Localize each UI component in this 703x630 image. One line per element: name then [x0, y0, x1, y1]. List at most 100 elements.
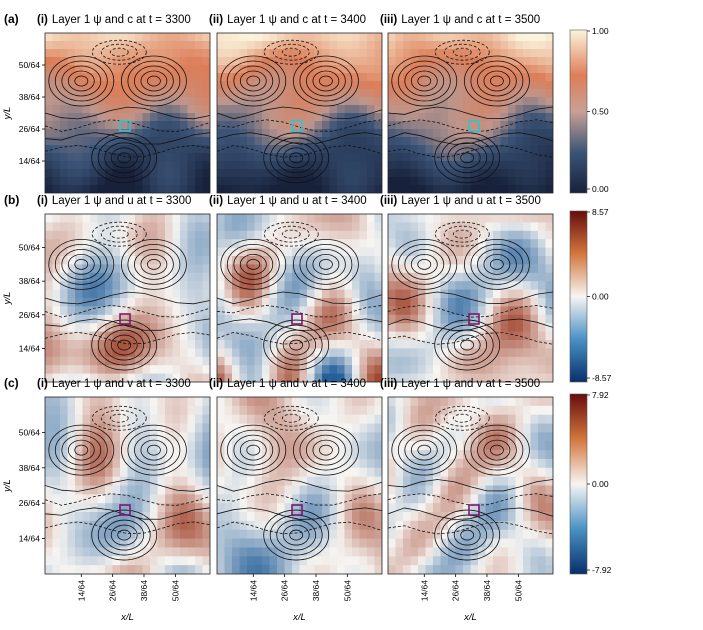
y-axis-label: y/L: [2, 107, 13, 121]
panel-title: (iii) Layer 1 ψ and c at t = 3500: [380, 14, 540, 26]
x-axis-label: x/L: [292, 612, 306, 623]
y-tick-label: 50/64: [19, 60, 41, 70]
y-tick-label: 50/64: [19, 243, 41, 253]
y-axis-label: y/L: [2, 479, 13, 493]
colorbar-tick-label: 1.00: [592, 26, 609, 36]
panel-3-2: (ii) Layer 1 ψ and v at t = 3400 14/64 26/6…: [209, 378, 383, 623]
field-heatmap: [217, 33, 382, 193]
panel-title-text: Layer 1 ψ and v at t = 3400: [227, 378, 366, 390]
y-tick-label: 14/64: [19, 343, 41, 353]
probe-marker: [468, 120, 480, 132]
y-tick-label: 38/64: [19, 276, 41, 286]
panel-frame: [387, 213, 554, 383]
colorbar-c: 1.00 0.50 0.00: [569, 26, 609, 194]
panel-1-2: (ii) Layer 1 ψ and c at t = 3400: [209, 14, 383, 194]
panel-frame: [44, 396, 211, 575]
x-tick-label: 38/64: [482, 580, 492, 602]
probe-marker: [119, 504, 131, 516]
panel-title-text: Layer 1 ψ and c at t = 3300: [52, 14, 191, 26]
colorbar-tick-label: -8.57: [592, 373, 612, 383]
row-label: (c): [4, 376, 19, 390]
probe-marker: [468, 504, 480, 516]
psi-contours: [45, 221, 210, 371]
y-tick-label: 14/64: [19, 156, 41, 166]
colorbar-tick-label: 0.00: [592, 479, 609, 489]
field-heatmap: [45, 214, 210, 382]
y-tick-label: 38/64: [19, 92, 41, 102]
panel-title-text: Layer 1 ψ and c at t = 3400: [227, 14, 366, 26]
panel-roman: (i): [37, 378, 48, 390]
colorbar-tick-label: 8.57: [592, 207, 609, 217]
x-tick-label: 14/64: [76, 580, 86, 602]
panel-frame: [387, 32, 554, 194]
psi-contours: [217, 221, 382, 371]
field-heatmap: [388, 214, 553, 382]
y-tick-label: 14/64: [19, 534, 41, 544]
x-axis-label: x/L: [120, 612, 134, 623]
x-tick-label: 50/64: [513, 580, 523, 602]
panel-roman: (iii): [380, 14, 397, 26]
psi-contours: [388, 221, 553, 371]
panel-1-3: (iii) Layer 1 ψ and c at t = 3500: [380, 14, 554, 194]
probe-marker: [291, 120, 303, 132]
colorbar-v: 7.92 0.00 -7.92: [569, 390, 612, 575]
colorbar-tick-label: -7.92: [592, 565, 612, 575]
panel-roman: (iii): [380, 195, 397, 207]
panel-frame: [44, 213, 211, 383]
field-heatmap: [45, 33, 210, 193]
probe-marker: [468, 313, 480, 325]
panel-title-text: Layer 1 ψ and v at t = 3500: [401, 378, 540, 390]
psi-contours: [45, 405, 210, 561]
panel-2-3: (iii) Layer 1 ψ and u at t = 3500: [380, 195, 554, 383]
colorbar-tick-label: 0.00: [592, 292, 609, 302]
x-tick-label: 50/64: [170, 580, 180, 602]
field-heatmap: [388, 397, 553, 574]
field-heatmap: [217, 214, 382, 382]
panel-3-1: (i) Layer 1 ψ and v at t = 3300 50/64 38/64…: [2, 378, 211, 623]
panel-frame: [216, 396, 383, 575]
y-tick-label: 50/64: [19, 427, 41, 437]
panel-title: (iii) Layer 1 ψ and v at t = 3500: [380, 378, 540, 390]
panel-3-3: (iii) Layer 1 ψ and v at t = 3500 14/64 26/…: [380, 378, 554, 623]
y-axis-label: y/L: [2, 292, 13, 306]
panel-title-text: Layer 1 ψ and u at t = 3400: [227, 195, 367, 207]
panel-title: (ii) Layer 1 ψ and v at t = 3400: [209, 378, 366, 390]
x-tick-label: 14/64: [248, 580, 258, 602]
y-tick-label: 38/64: [19, 463, 41, 473]
panel-title: (ii) Layer 1 ψ and c at t = 3400: [209, 14, 366, 26]
panel-title: (i) Layer 1 ψ and u at t = 3300: [37, 195, 191, 207]
row-label: (b): [4, 193, 19, 207]
psi-contours: [388, 39, 553, 184]
probe-marker: [119, 120, 131, 132]
psi-contours: [217, 39, 382, 184]
x-tick-label: 26/64: [280, 580, 290, 602]
x-tick-label: 38/64: [311, 580, 321, 602]
panel-frame: [44, 32, 211, 194]
x-tick-label: 26/64: [108, 580, 118, 602]
psi-contours: [45, 39, 210, 184]
psi-contours: [217, 405, 382, 561]
panel-title: (i) Layer 1 ψ and c at t = 3300: [37, 14, 191, 26]
x-tick-label: 50/64: [342, 580, 352, 602]
psi-contours: [388, 405, 553, 561]
panel-title-text: Layer 1 ψ and u at t = 3300: [52, 195, 192, 207]
panel-2-2: (ii) Layer 1 ψ and u at t = 3400: [209, 195, 383, 383]
probe-marker: [119, 313, 131, 325]
field-heatmap: [45, 397, 210, 574]
panel-frame: [387, 396, 554, 575]
field-heatmap: [388, 33, 553, 193]
probe-marker: [291, 504, 303, 516]
panel-roman: (iii): [380, 378, 397, 390]
y-tick-label: 26/64: [19, 310, 41, 320]
panel-2-1: (i) Layer 1 ψ and u at t = 3300 50/64 38/64…: [2, 195, 211, 383]
panel-title: (iii) Layer 1 ψ and u at t = 3500: [380, 195, 541, 207]
row-label: (a): [4, 12, 19, 26]
x-tick-label: 26/64: [451, 580, 461, 602]
panel-title-text: Layer 1 ψ and v at t = 3300: [52, 378, 191, 390]
colorbar-u: 8.57 0.00 -8.57: [569, 207, 612, 383]
colorbar-tick-label: 0.50: [592, 107, 609, 117]
x-tick-label: 14/64: [419, 580, 429, 602]
panel-roman: (ii): [209, 14, 223, 26]
y-tick-label: 26/64: [19, 498, 41, 508]
y-tick-label: 26/64: [19, 124, 41, 134]
